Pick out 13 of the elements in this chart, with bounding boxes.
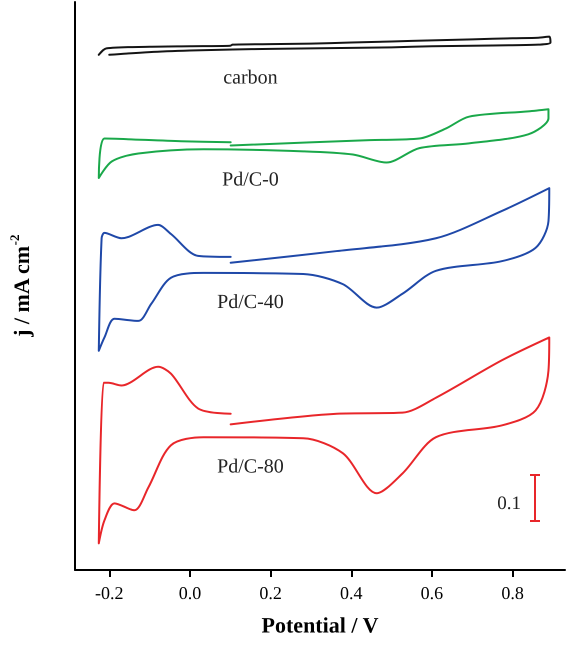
- x-tick-label: 0.6: [420, 583, 444, 603]
- x-tick-label: 0.2: [259, 583, 282, 603]
- x-tick-label: -0.2: [95, 583, 124, 603]
- x-tick-label: 0.0: [178, 583, 202, 603]
- y-axis-title: j / mA cm-2: [7, 234, 34, 338]
- series-label: Pd/C-40: [217, 291, 284, 313]
- annotation: 0.1: [497, 493, 521, 514]
- x-axis-title: Potential / V: [262, 612, 379, 638]
- series-label: Pd/C-80: [217, 455, 284, 478]
- x-tick-label: 0.4: [340, 583, 363, 603]
- x-tick-label: 0.8: [501, 583, 524, 603]
- series-label: carbon: [223, 66, 278, 88]
- series-label: Pd/C-0: [222, 168, 279, 190]
